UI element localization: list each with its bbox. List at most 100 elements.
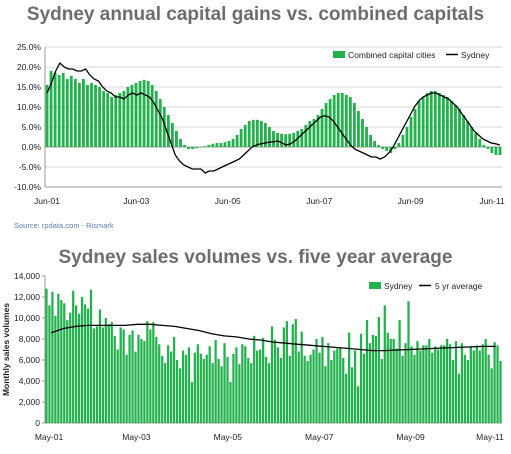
capital-gains-bar: [458, 109, 461, 147]
sales-volume-bar: [214, 340, 217, 423]
sales-volume-bar: [107, 324, 110, 423]
sales-volume-bar: [95, 326, 99, 423]
sales-volume-bar: [359, 333, 363, 423]
y-tick-label: 15.0%: [17, 82, 42, 92]
sales-volume-bar: [297, 351, 300, 423]
sales-volume-bar: [122, 329, 125, 423]
capital-gains-bar: [162, 107, 166, 147]
y-tick-label: 12,000: [14, 292, 40, 302]
sales-volume-bar: [161, 355, 164, 423]
capital-gains-bar: [187, 147, 190, 149]
capital-gains-bar: [369, 135, 372, 147]
capital-gains-bar: [49, 71, 53, 147]
sales-volume-bar: [220, 366, 223, 423]
sales-volume-bar: [184, 354, 188, 423]
capital-gains-bar: [211, 143, 215, 147]
capital-gains-bar: [247, 121, 251, 147]
sales-volume-bar: [57, 293, 60, 423]
sales-volume-bar: [445, 339, 449, 423]
capital-gains-bar: [429, 91, 433, 147]
capital-gains-bar: [150, 85, 154, 147]
y-tick-label: 10,000: [14, 313, 40, 323]
sales-volume-bar: [463, 354, 467, 423]
sales-volume-bar: [285, 321, 288, 423]
sales-volume-bar: [244, 346, 247, 423]
y-tick-label: 0.0%: [22, 142, 42, 152]
sales-volume-bar: [472, 350, 475, 423]
sales-volume-bar: [86, 308, 90, 423]
sales-volume-bar: [131, 330, 134, 423]
sales-volume-bar: [306, 361, 309, 423]
sales-volume-bar: [327, 343, 330, 423]
capital-gains-bar: [57, 75, 61, 147]
y-tick-label: 0: [35, 418, 40, 428]
capital-gains-bar: [268, 127, 271, 147]
sales-volume-bar: [134, 351, 137, 423]
capital-gains-bar: [284, 134, 288, 147]
chart1-source-note: Source: rpdata.com - Rismark: [14, 221, 114, 230]
sales-volume-bar: [101, 327, 104, 423]
y-tick-label: -5.0%: [19, 162, 42, 172]
sales-volume-bar: [205, 354, 208, 423]
capital-gains-bar: [397, 143, 401, 147]
sales-volume-bar: [175, 360, 179, 423]
sales-volume-bar: [318, 352, 321, 423]
sales-volume-bar: [300, 331, 303, 423]
sales-volume-bar: [232, 353, 235, 423]
capital-gains-chart: 25.0% 20.0% 15.0% 10.0% 5.0% 0.0% -5.0% -10.0% J…: [14, 42, 505, 206]
sales-volume-bar: [223, 343, 226, 423]
y-tick-label: 8,000: [19, 334, 41, 344]
sales-volume-bar: [288, 355, 291, 423]
capital-gains-bar: [69, 75, 73, 147]
y-tick-label: -10.0%: [14, 182, 41, 192]
sales-volume-bar: [407, 301, 410, 423]
sales-volume-bar: [229, 382, 232, 423]
sales-volume-bar: [152, 322, 155, 423]
y-tick-label: 5.0%: [22, 122, 42, 132]
sales-volume-bar: [125, 354, 128, 423]
capital-gains-bar: [219, 143, 223, 147]
capital-gains-bar: [203, 146, 207, 147]
y-tick-label: 20.0%: [17, 62, 42, 72]
capital-gains-bar: [166, 115, 170, 147]
sales-volume-bar: [401, 355, 404, 423]
sales-volume-bar: [374, 335, 378, 423]
sales-volume-bar: [434, 346, 437, 423]
sales-volume-bar: [398, 320, 401, 423]
sales-volume-bar: [333, 350, 336, 423]
capital-gains-bar: [215, 143, 219, 147]
x-tick-label: Jun-03: [123, 196, 149, 206]
sales-volume-bar: [368, 343, 372, 423]
capital-gains-bar: [263, 123, 267, 147]
capital-gains-bar: [417, 101, 421, 147]
sales-volume-bar: [267, 363, 271, 423]
x-tick-label: May-03: [122, 432, 151, 442]
capital-gains-bar: [300, 129, 304, 147]
capital-gains-bar: [324, 103, 328, 147]
legend-bar-label: Combined capital cities: [348, 50, 435, 60]
sales-volume-bar: [69, 312, 72, 423]
sydney-line: [46, 61, 501, 174]
capital-gains-bar: [498, 147, 502, 155]
capital-gains-bar: [421, 97, 425, 147]
sales-volume-bar: [226, 356, 229, 423]
capital-gains-bar: [118, 93, 122, 147]
y-tick-label: 6,000: [19, 355, 41, 365]
capital-gains-bar: [94, 85, 97, 147]
capital-gains-bar: [320, 109, 324, 147]
sales-volume-bar: [80, 297, 84, 423]
sales-volume-bar: [425, 345, 428, 423]
sales-volume-bar: [45, 288, 48, 423]
sales-volume-bar: [365, 320, 369, 423]
capital-gains-bar: [433, 91, 437, 147]
sales-volume-bar: [451, 360, 455, 423]
legend-bar-label: Sydney: [384, 281, 413, 291]
capital-gains-bar: [348, 97, 352, 147]
capital-gains-bar: [482, 145, 486, 147]
sales-volume-bar: [276, 347, 280, 423]
capital-gains-bar: [239, 129, 243, 147]
capital-gains-bar: [102, 91, 106, 147]
capital-gains-bar: [441, 95, 445, 147]
legend-bar-swatch: [369, 282, 381, 289]
sales-volume-bar: [416, 341, 419, 423]
